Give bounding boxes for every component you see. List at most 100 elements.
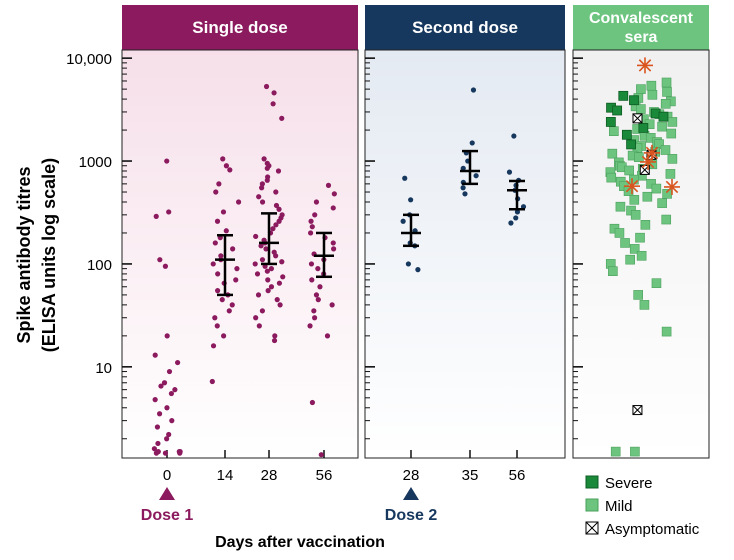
data-point — [223, 163, 230, 169]
data-point — [259, 199, 266, 205]
data-point — [258, 243, 264, 249]
data-point — [460, 165, 466, 171]
data-point — [309, 224, 315, 230]
y-axis-label-line2: (ELISA units log scale) — [39, 158, 59, 352]
points-layer — [151, 57, 680, 458]
mild-point — [661, 326, 672, 337]
mild-point — [620, 238, 630, 248]
severe-point — [621, 129, 632, 140]
dose1-label: Dose 1 — [141, 507, 194, 524]
data-point — [220, 209, 227, 215]
x-tick-label: 56 — [316, 467, 333, 484]
severe-point — [605, 117, 616, 127]
data-point — [214, 323, 220, 329]
data-point — [508, 220, 514, 226]
data-point — [218, 253, 224, 259]
data-point — [162, 450, 169, 456]
x-tick-label: 0 — [163, 467, 171, 484]
mild-point — [610, 446, 621, 457]
data-point — [275, 168, 282, 174]
data-point — [312, 315, 318, 321]
legend-asymptomatic-cross-b — [585, 521, 599, 535]
data-point — [253, 315, 259, 321]
y-axis-label-line1: Spike antibody titres — [14, 166, 34, 343]
data-point — [469, 140, 475, 146]
y-tick-label: 1000 — [79, 154, 112, 171]
legend-mild-swatch — [585, 498, 599, 512]
data-point — [470, 87, 477, 93]
data-point — [329, 302, 335, 308]
data-point — [259, 308, 266, 314]
asymptomatic-cross — [632, 405, 643, 415]
data-point — [276, 218, 282, 224]
data-point — [235, 199, 242, 205]
mild-point — [647, 90, 658, 100]
data-point — [157, 257, 163, 263]
severe-point — [658, 111, 669, 122]
data-point — [212, 315, 218, 321]
data-point — [405, 261, 412, 267]
mild-point — [629, 195, 640, 205]
panel1-frame — [121, 49, 359, 459]
mild-point — [642, 191, 653, 202]
data-point — [215, 288, 221, 294]
data-point — [264, 177, 270, 183]
mild-point — [657, 121, 667, 132]
data-point — [158, 383, 164, 389]
data-point — [227, 167, 233, 173]
data-point — [268, 266, 275, 272]
data-point — [220, 156, 226, 162]
data-point — [209, 378, 215, 385]
star-marker — [625, 179, 639, 193]
data-point — [460, 185, 466, 191]
data-point — [226, 308, 232, 314]
data-point — [214, 218, 221, 224]
data-point — [164, 436, 170, 442]
mild-point — [640, 220, 651, 230]
data-point — [309, 277, 315, 283]
mild-point — [636, 104, 646, 114]
data-point — [313, 199, 320, 205]
data-point — [252, 261, 258, 267]
data-point — [230, 246, 236, 252]
dose2-marker-icon — [403, 487, 419, 500]
data-point — [400, 218, 406, 224]
data-point — [273, 202, 280, 209]
data-point — [280, 274, 286, 280]
data-point — [264, 165, 270, 171]
severe-point — [618, 90, 629, 101]
data-point — [156, 411, 163, 417]
star-marker — [638, 59, 652, 72]
data-point — [307, 230, 314, 236]
mild-point — [657, 198, 667, 208]
data-point — [215, 271, 221, 277]
legend-severe-label: Severe — [605, 475, 653, 492]
data-point — [219, 297, 225, 303]
mild-point — [667, 117, 678, 127]
data-point — [172, 387, 178, 393]
data-point — [210, 261, 216, 267]
data-point — [315, 266, 321, 272]
summary-layer — [215, 149, 527, 297]
legend-severe-swatch — [585, 475, 599, 489]
data-point — [212, 240, 218, 246]
severe-point — [638, 122, 649, 133]
x-axis-label: Days after vaccination — [215, 534, 385, 551]
data-point — [312, 212, 318, 218]
data-point — [311, 308, 317, 314]
data-point — [155, 449, 161, 455]
mild-point — [609, 126, 619, 136]
data-point — [415, 267, 421, 273]
x-tick-label: 35 — [462, 467, 479, 484]
data-point — [273, 189, 279, 195]
data-point — [265, 288, 271, 294]
panel3-header — [573, 5, 709, 50]
data-point — [234, 266, 240, 272]
data-point — [168, 390, 175, 397]
data-point — [169, 418, 175, 424]
data-point — [331, 191, 337, 197]
data-point — [265, 277, 271, 283]
data-point — [279, 259, 285, 265]
